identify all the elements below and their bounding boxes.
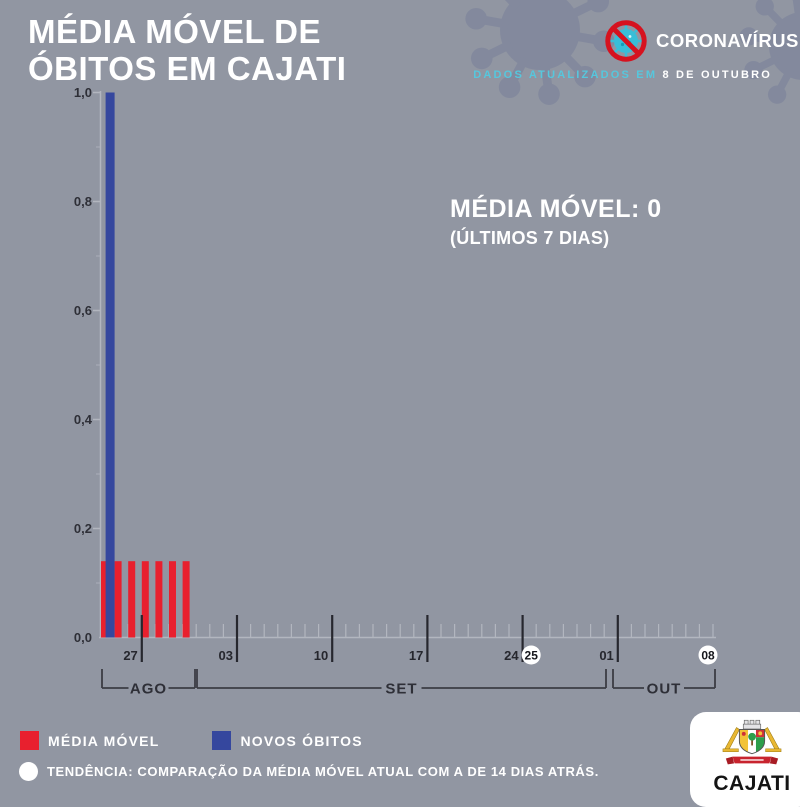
legend-label-novos-obitos: NOVOS ÓBITOS (240, 732, 363, 749)
prohibition-ring (605, 20, 647, 62)
month-group-label: SET (385, 681, 417, 698)
bar-media-movel (182, 561, 190, 638)
tendencia-text: TENDÊNCIA: COMPARAÇÃO DA MÉDIA MÓVEL ATU… (47, 764, 599, 779)
bar-media-movel (114, 561, 122, 638)
city-name: CAJATI (713, 772, 791, 795)
bar-novos-obitos (105, 92, 115, 638)
mural-crown (742, 723, 762, 730)
no-coronavirus-icon (605, 20, 647, 62)
bar-media-movel (155, 561, 163, 638)
bar-media-movel (169, 561, 176, 638)
cajati-coat-of-arms (722, 719, 782, 765)
tendencia-bullet-icon (19, 762, 38, 781)
shield-outline (738, 728, 766, 755)
virus-silhouette (739, 0, 800, 104)
legend-swatch-media-movel (20, 731, 39, 750)
bar-media-movel (141, 561, 149, 638)
y-axis-label: 0,8 (74, 194, 92, 209)
chart-legend: MÉDIA MÓVEL NOVOS ÓBITOS (20, 731, 363, 750)
moving-average-callout: MÉDIA MÓVEL: 0 (ÚLTIMOS 7 DIAS) (450, 195, 662, 249)
tendencia-footnote: TENDÊNCIA: COMPARAÇÃO DA MÉDIA MÓVEL ATU… (19, 762, 599, 781)
x-axis-date: 17 (409, 648, 423, 663)
x-axis-date: 24 (504, 648, 519, 663)
coronavirus-brand: CORONAVÍRUS (603, 18, 799, 64)
updated-date: 8 DE OUTUBRO (662, 69, 772, 81)
legend-swatch-novos-obitos (212, 731, 232, 750)
y-axis-label: 0,2 (74, 521, 92, 536)
title-line-2: ÓBITOS EM CAJATI (28, 50, 347, 87)
x-axis-date: 03 (219, 648, 233, 663)
highlight-date-circle (698, 645, 718, 665)
title-line-1: MÉDIA MÓVEL DE (28, 13, 322, 50)
bar-media-movel (128, 561, 136, 638)
y-axis-label: 0,4 (74, 412, 93, 427)
right-crane (764, 727, 780, 751)
bar-media-movel (101, 561, 108, 638)
x-axis-date: 27 (123, 648, 137, 663)
cajati-logo-card: CAJATI (690, 712, 800, 807)
prohibition-slash (611, 26, 641, 56)
legend-label-media-movel: MÉDIA MÓVEL (48, 732, 160, 749)
callout-value: MÉDIA MÓVEL: 0 (450, 195, 662, 223)
y-axis-label: 0,6 (74, 303, 92, 318)
left-crane (724, 727, 740, 751)
x-axis-date-circled: 08 (701, 649, 715, 663)
x-axis-date: 10 (314, 648, 328, 663)
virus-silhouette (465, 0, 615, 105)
y-axis-label: 1,0 (74, 85, 92, 100)
shield-field (739, 729, 765, 754)
x-axis-date-circled: 25 (525, 649, 539, 663)
last-updated: DADOS ATUALIZADOS EM 8 DE OUTUBRO (473, 69, 772, 81)
month-group-label: AGO (130, 681, 167, 698)
updated-prefix: DADOS ATUALIZADOS EM (473, 69, 658, 81)
x-axis-date: 01 (599, 648, 613, 663)
month-group-label: OUT (647, 681, 682, 698)
page-title: MÉDIA MÓVEL DE ÓBITOS EM CAJATI (28, 13, 346, 87)
brand-label: CORONAVÍRUS (656, 30, 799, 51)
highlight-date-circle (521, 645, 541, 665)
callout-period: (ÚLTIMOS 7 DIAS) (450, 228, 610, 248)
y-axis-label: 0,0 (74, 630, 92, 645)
